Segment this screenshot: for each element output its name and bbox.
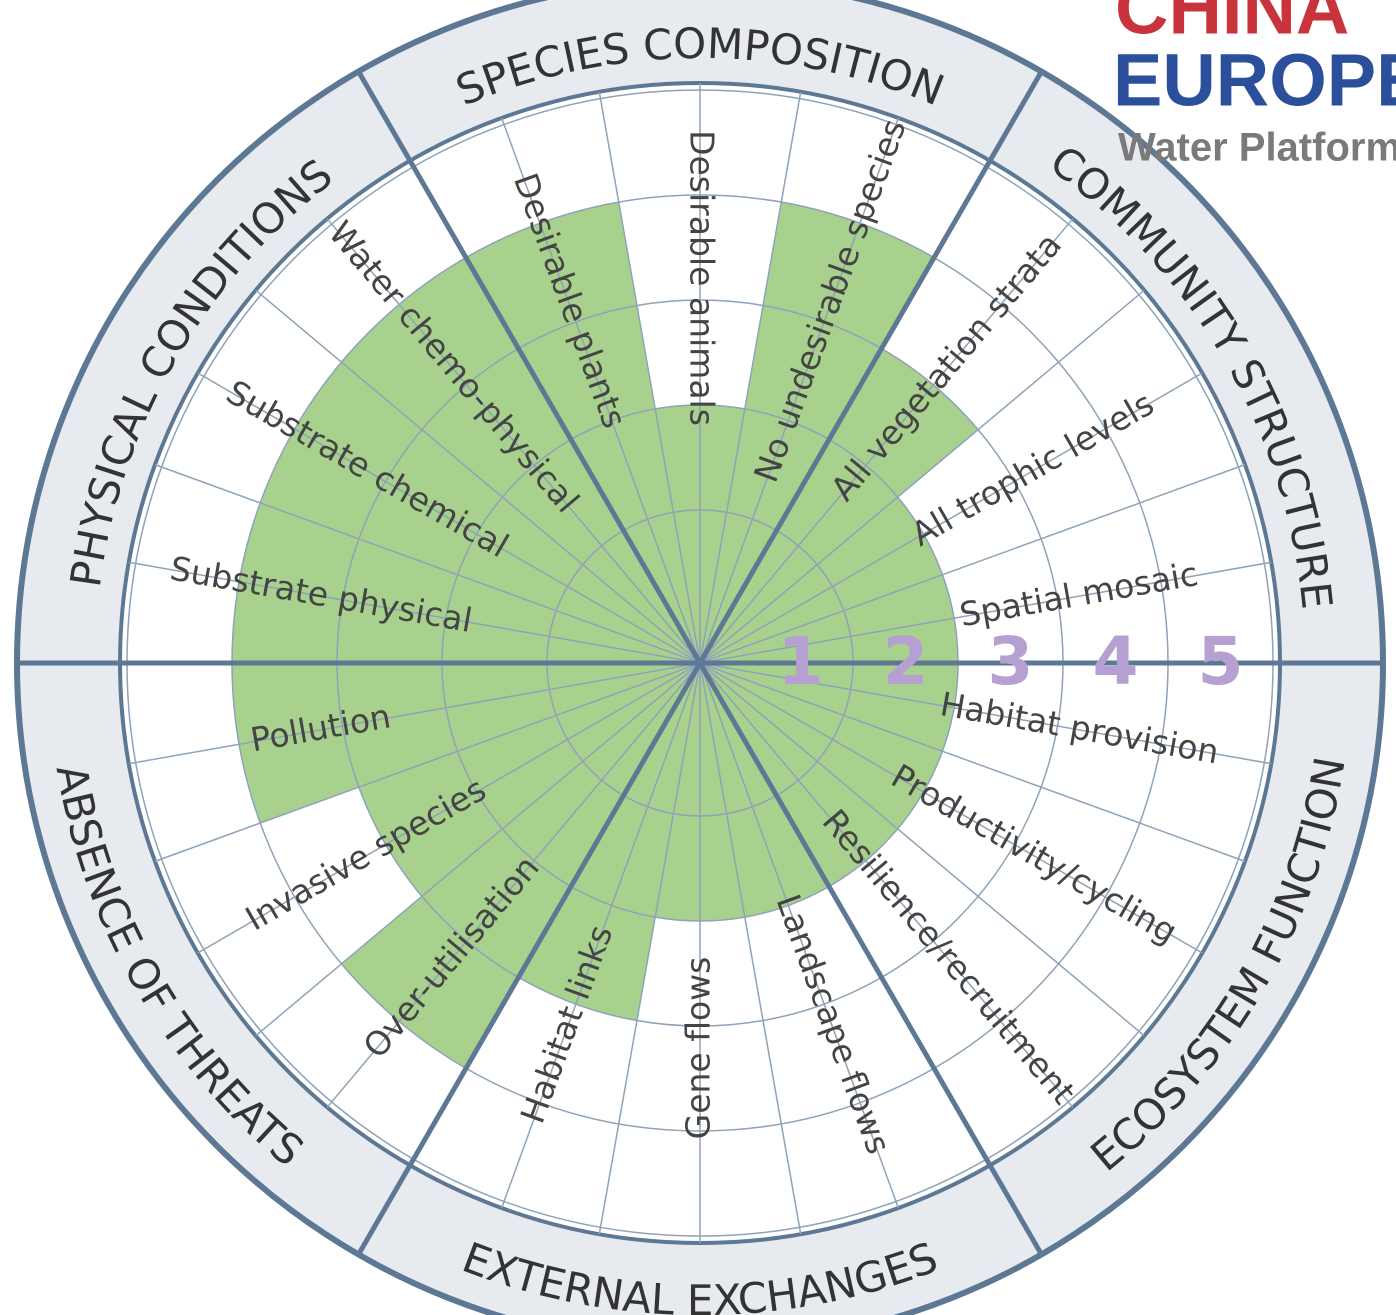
radial-line <box>699 662 802 1235</box>
radial-line <box>699 289 1145 664</box>
ring-label: 4 <box>1093 623 1139 700</box>
radial-line <box>598 662 701 1235</box>
radial-line <box>154 463 701 664</box>
score-wedge <box>700 663 898 887</box>
score-wedge <box>341 663 700 1069</box>
radial-line <box>699 662 1203 954</box>
radial-line <box>255 289 701 664</box>
radial-line <box>699 662 1074 1108</box>
radial-line <box>500 662 701 1209</box>
radial-line <box>197 372 701 664</box>
radial-line <box>598 91 701 664</box>
radial-line <box>128 561 701 664</box>
radial-line <box>326 218 701 664</box>
score-wedge <box>700 574 958 663</box>
radial-line <box>197 662 701 954</box>
ring-label: 5 <box>1198 623 1244 700</box>
radial-line <box>699 662 1272 765</box>
radial-line <box>699 91 802 664</box>
radial-line <box>699 463 1246 664</box>
score-wedge <box>260 362 700 663</box>
group-boundary <box>697 661 1044 1256</box>
attribute-label: Desirable animals <box>683 130 722 426</box>
score-wedge <box>358 663 700 897</box>
radial-line <box>699 662 1246 863</box>
group-boundary <box>356 661 703 1256</box>
logo-line: EUROPE <box>1113 39 1396 122</box>
radial-line <box>326 662 701 1108</box>
radial-line <box>699 372 1203 664</box>
ring-label: 1 <box>778 623 824 700</box>
radial-line <box>699 218 1074 664</box>
radial-line <box>154 662 701 863</box>
radial-line <box>699 561 1272 664</box>
radial-line <box>128 662 701 765</box>
score-wedge <box>700 663 829 918</box>
group-boundary <box>356 70 703 665</box>
radial-line <box>699 117 900 664</box>
logo-line: CHINA <box>1115 0 1349 50</box>
ring-label: 3 <box>988 623 1034 700</box>
ring-label: 2 <box>883 623 929 700</box>
score-wedge <box>232 502 700 663</box>
score-wedge <box>700 497 943 663</box>
attribute-label: Gene flows <box>679 957 718 1140</box>
score-wedge <box>518 663 700 1021</box>
logo-line: Water Platform <box>1118 126 1396 170</box>
radial-line <box>255 662 701 1037</box>
score-wedge <box>700 663 958 752</box>
group-boundary <box>697 70 1044 665</box>
score-wedge <box>700 663 943 829</box>
score-wedge <box>232 663 700 824</box>
radial-line <box>500 117 701 664</box>
score-wedge <box>700 348 979 663</box>
score-wedge <box>341 257 700 663</box>
radial-line <box>699 662 1145 1037</box>
radial-line <box>699 662 900 1209</box>
